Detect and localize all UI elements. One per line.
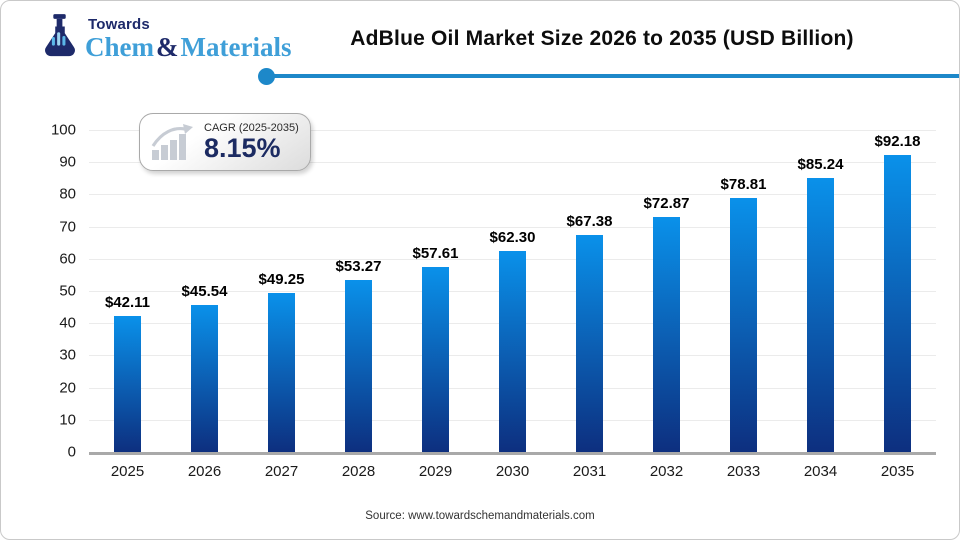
x-axis-tick: 2034 (803, 463, 838, 480)
x-axis-tick: 2028 (341, 463, 376, 480)
cagr-badge: CAGR (2025-2035) 8.15% (139, 113, 311, 171)
bar-2025 (114, 316, 141, 452)
source-text: Source: www.towardschemandmaterials.com (365, 510, 595, 522)
bar-value-label: $57.61 (412, 244, 459, 262)
x-axis-tick: 2026 (187, 463, 222, 480)
bar-value-label: $49.25 (258, 271, 305, 289)
bar-value-label: $62.30 (489, 229, 536, 247)
bar-2029 (422, 266, 449, 452)
y-axis-tick: 50 (59, 282, 76, 300)
flask-icon (45, 14, 75, 57)
logo-chem-materials: Chem&Materials (85, 34, 291, 61)
bar-group: $45.54 (166, 130, 243, 452)
gridline (89, 162, 936, 164)
bar-group: $72.87 (628, 130, 705, 452)
x-axis: 2025 2026 2027 2028 2029 2030 2031 2032 2033 2034… (89, 463, 936, 480)
logo-text: Towards Chem&Materials (85, 17, 291, 61)
bar-value-label: $67.38 (566, 213, 613, 231)
gridline (89, 194, 936, 196)
bar-2035 (884, 155, 911, 452)
bar-group: $53.27 (320, 130, 397, 452)
chart-title: AdBlue Oil Market Size 2026 to 2035 (USD… (350, 27, 854, 50)
y-axis-tick: 70 (59, 218, 76, 236)
bar-group: $49.25 (243, 130, 320, 452)
bar-2028 (345, 280, 372, 452)
y-axis-tick: 80 (59, 185, 76, 203)
bar-group: $92.18 (859, 130, 936, 452)
x-axis-tick: 2025 (110, 463, 145, 480)
y-axis-tick: 0 (67, 443, 76, 461)
cagr-text: CAGR (2025-2035) 8.15% (204, 122, 299, 162)
bar-value-label: $42.11 (104, 294, 151, 312)
bar-value-label: $53.27 (335, 258, 382, 276)
bar-2033 (730, 198, 757, 452)
logo-chem: Chem (85, 32, 154, 62)
bars-container: $42.11 $45.54 $49.25 $53.27 $57.61 $62.30 $67.… (89, 130, 936, 452)
bar-value-label: $78.81 (720, 176, 767, 194)
x-axis-tick: 2031 (572, 463, 607, 480)
bar-group: $57.61 (397, 130, 474, 452)
y-axis-tick: 90 (59, 153, 76, 171)
y-axis-tick: 60 (59, 250, 76, 268)
y-axis: 0 10 20 30 40 50 60 70 80 90 100 (31, 122, 76, 461)
gridline (89, 130, 936, 131)
title-underline (267, 74, 959, 78)
logo-materials: Materials (180, 32, 292, 62)
logo-ampersand: & (156, 32, 179, 62)
y-axis-tick: 40 (59, 314, 76, 332)
bar-2026 (191, 305, 218, 452)
bar-group: $42.11 (89, 130, 166, 452)
y-axis-tick: 100 (50, 121, 76, 139)
y-axis-tick: 10 (59, 411, 76, 429)
bar-2034 (807, 177, 834, 452)
bar-value-label: $45.54 (181, 283, 228, 301)
bar-group: $85.24 (782, 130, 859, 452)
bar-2032 (653, 217, 680, 452)
cagr-value: 8.15% (204, 133, 281, 163)
x-axis-tick: 2035 (880, 463, 915, 480)
logo-towards: Towards (88, 16, 150, 33)
x-axis-tick: 2027 (264, 463, 299, 480)
x-axis-tick: 2029 (418, 463, 453, 480)
bar-value-label: $85.24 (797, 155, 844, 173)
plot-area: $42.11 $45.54 $49.25 $53.27 $57.61 $62.30 $67.… (89, 130, 936, 455)
cagr-label: CAGR (2025-2035) (204, 122, 299, 134)
bar-group: $67.38 (551, 130, 628, 452)
title-underline-dot (258, 68, 275, 85)
x-axis-tick: 2033 (726, 463, 761, 480)
bar-2027 (268, 293, 295, 452)
bar-group: $62.30 (474, 130, 551, 452)
gridline (89, 226, 936, 228)
y-axis-tick: 20 (59, 379, 76, 397)
growth-chart-icon (151, 124, 193, 160)
bar-group: $78.81 (705, 130, 782, 452)
bar-2030 (499, 251, 526, 452)
logo: Towards Chem&Materials (39, 13, 291, 61)
bar-2031 (576, 235, 603, 452)
x-axis-tick: 2030 (495, 463, 530, 480)
bar-value-label: $92.18 (874, 133, 921, 151)
bar-value-label: $72.87 (643, 195, 690, 213)
x-axis-tick: 2032 (649, 463, 684, 480)
y-axis-tick: 30 (59, 346, 76, 364)
